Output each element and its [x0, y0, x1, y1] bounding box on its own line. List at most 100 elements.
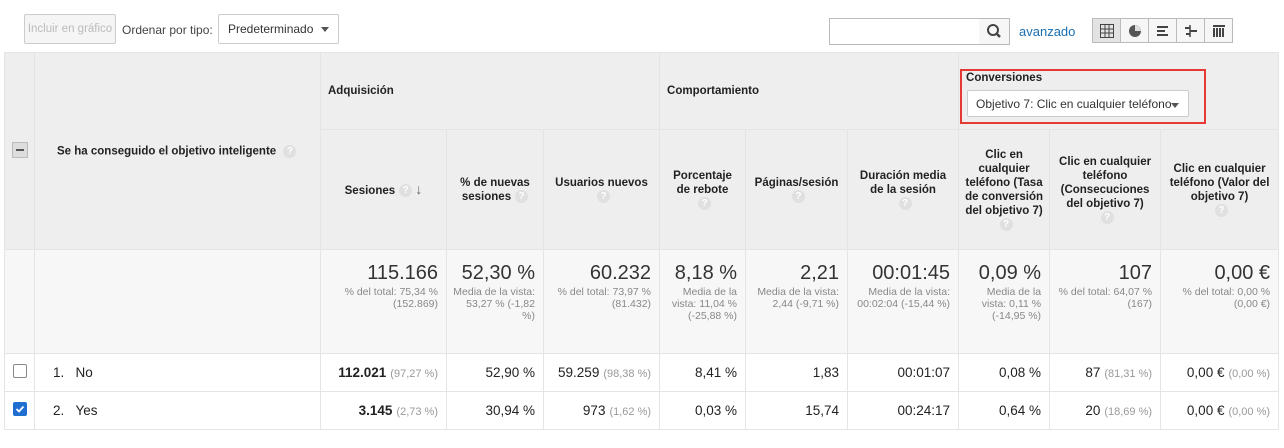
col-pages-session[interactable]: Páginas/sesión? — [745, 129, 849, 250]
help-icon[interactable]: ? — [597, 189, 611, 203]
col-avg-duration[interactable]: Duración media de la sesión? — [847, 129, 960, 250]
col-new-sessions[interactable]: % de nuevas sesiones? — [446, 129, 544, 250]
conv-rate-cell: 0,64 % — [958, 391, 1051, 430]
grid-view-button[interactable] — [1092, 18, 1121, 43]
report-table: Se ha conseguido el objetivo inteligente… — [4, 52, 1280, 430]
completions-cell: 87 (81,31 %) — [1049, 353, 1162, 392]
total-value: 0,09 % — [978, 262, 1042, 284]
completions-value: 87 — [1085, 365, 1101, 380]
duration-cell: 00:01:07 — [847, 353, 960, 392]
conversion-goal-select[interactable]: Objetivo 7: Clic en cualquier teléfono — [967, 90, 1190, 117]
select-all-cell[interactable] — [4, 52, 35, 250]
total-sub: Media de la vista: 00:02:04 (-15,44 %) — [857, 286, 951, 310]
completions-pct: (18,69 %) — [1104, 406, 1153, 418]
goal-value: 0,00 € — [1186, 365, 1225, 380]
help-icon[interactable]: ? — [399, 183, 413, 197]
help-icon[interactable]: ? — [698, 196, 712, 210]
row-checkbox-cell — [4, 391, 35, 430]
col-sessions[interactable]: Sesiones? ↓ — [320, 129, 447, 250]
col-label: % de nuevas sesiones — [460, 176, 530, 203]
pages-cell: 1,83 — [745, 353, 849, 392]
row-name[interactable]: No — [75, 365, 93, 380]
order-by-label: Ordenar por tipo: — [122, 23, 213, 37]
col-goal-value[interactable]: Clic en cualquier teléfono (Valor del ob… — [1160, 129, 1280, 250]
report-toolbar: Incluir en gráfico Ordenar por tipo: Pre… — [0, 0, 1284, 52]
sessions-value: 112.021 — [338, 365, 387, 380]
performance-view-button[interactable] — [1148, 18, 1177, 43]
col-bounce-rate[interactable]: Porcentaje de rebote? — [659, 129, 747, 250]
behavior-group-header: Comportamiento — [659, 52, 960, 130]
total-cell: 2,21 Media de la vista: 2,44 (-9,71 %) — [745, 249, 849, 354]
value-pct: (0,00 %) — [1228, 368, 1271, 380]
total-value: 00:01:45 — [872, 262, 951, 284]
total-cell: 0,09 % Media de la vista: 0,11 % (-14,95 … — [958, 249, 1051, 354]
total-value: 60.232 — [589, 262, 652, 284]
total-cell: 107% del total: 64,07 % (167) — [1049, 249, 1162, 354]
dimension-cell: 1. No — [34, 353, 321, 392]
performance-view-icon — [1156, 25, 1168, 36]
sessions-pct: (2,73 %) — [396, 406, 438, 418]
help-icon[interactable]: ? — [1215, 203, 1229, 217]
row-index: 2. — [53, 403, 65, 418]
total-cell: 60.232% del total: 73,97 % (81.432) — [542, 249, 661, 354]
order-by-value: Predeterminado — [228, 22, 314, 36]
total-value: 115.166 — [367, 262, 438, 284]
total-cell: 00:01:45 Media de la vista: 00:02:04 (-15… — [847, 249, 960, 354]
dimension-header[interactable]: Se ha conseguido el objetivo inteligente… — [34, 52, 321, 250]
collapse-icon[interactable] — [11, 141, 28, 158]
search-input[interactable] — [829, 18, 981, 45]
new-users-pct: (98,38 %) — [603, 368, 652, 380]
help-icon[interactable]: ? — [792, 189, 806, 203]
pivot-view-button[interactable] — [1204, 18, 1233, 43]
total-cell: 115.166% del total: 75,34 % (152.869) — [320, 249, 447, 354]
dimension-cell: 2. Yes — [34, 391, 321, 430]
total-sub: % del total: 0,00 % (0,00 €) — [1182, 286, 1271, 310]
table-row: 1. No 112.021 (97,27 %) 52,90 % 59.259 (98… — [4, 353, 1280, 392]
col-label: Usuarios nuevos — [555, 176, 648, 189]
sessions-cell: 3.145 (2,73 %) — [320, 391, 447, 430]
bounce-cell: 0,03 % — [659, 391, 747, 430]
table-row: 2. Yes 3.145 (2,73 %) 30,94 % 973 (1,62 %)… — [4, 391, 1280, 430]
sessions-pct: (97,27 %) — [390, 368, 438, 380]
help-icon[interactable]: ? — [1100, 210, 1114, 224]
col-new-users[interactable]: Usuarios nuevos? — [542, 129, 661, 250]
col-goal-conversion-rate[interactable]: Clic en cualquier teléfono (Tasa de conv… — [958, 129, 1051, 250]
include-in-chart-button[interactable]: Incluir en gráfico — [24, 14, 116, 44]
completions-cell: 20 (18,69 %) — [1049, 391, 1162, 430]
completions-pct: (81,31 %) — [1104, 368, 1153, 380]
row-checkbox[interactable] — [12, 364, 27, 378]
new-sessions-cell: 52,90 % — [446, 353, 544, 392]
help-icon[interactable]: ? — [898, 196, 912, 210]
completions-value: 20 — [1085, 403, 1101, 418]
col-label: Duración media de la sesión — [859, 169, 947, 196]
total-cell: 0,00 €% del total: 0,00 % (0,00 €) — [1160, 249, 1280, 354]
row-checkbox-checked[interactable] — [12, 402, 27, 416]
sessions-value: 3.145 — [358, 403, 393, 418]
help-icon[interactable]: ? — [283, 144, 297, 158]
goal-value: 0,00 € — [1186, 403, 1225, 418]
help-icon[interactable]: ? — [515, 189, 529, 203]
totals-blank — [4, 249, 35, 354]
help-icon[interactable]: ? — [999, 217, 1013, 231]
sessions-cell: 112.021 (97,27 %) — [320, 353, 447, 392]
col-goal-completions[interactable]: Clic en cualquier teléfono (Consecucione… — [1049, 129, 1162, 250]
chevron-down-icon — [1171, 103, 1180, 108]
comparison-view-button[interactable] — [1176, 18, 1205, 43]
checkmark-icon — [15, 405, 24, 413]
pie-view-button[interactable] — [1120, 18, 1149, 43]
value-cell: 0,00 € (0,00 %) — [1160, 353, 1280, 392]
new-users-pct: (1,62 %) — [609, 406, 652, 418]
advanced-search-link[interactable]: avanzado — [1019, 24, 1076, 39]
sort-down-icon[interactable]: ↓ — [415, 180, 423, 197]
total-value: 0,00 € — [1214, 262, 1271, 284]
row-name[interactable]: Yes — [75, 403, 98, 418]
duration-cell: 00:24:17 — [847, 391, 960, 430]
total-sub: % del total: 64,07 % (167) — [1058, 286, 1153, 310]
total-sub: Media de la vista: 11,04 % (-25,88 %) — [671, 286, 738, 322]
search-button[interactable] — [979, 18, 1010, 45]
total-sub: Media de la vista: 2,44 (-9,71 %) — [757, 286, 840, 310]
pages-cell: 15,74 — [745, 391, 849, 430]
col-label: Clic en cualquier teléfono (Consecucione… — [1059, 155, 1152, 210]
order-by-select[interactable]: Predeterminado — [218, 14, 339, 44]
acquisition-group-header: Adquisición — [319, 52, 661, 130]
